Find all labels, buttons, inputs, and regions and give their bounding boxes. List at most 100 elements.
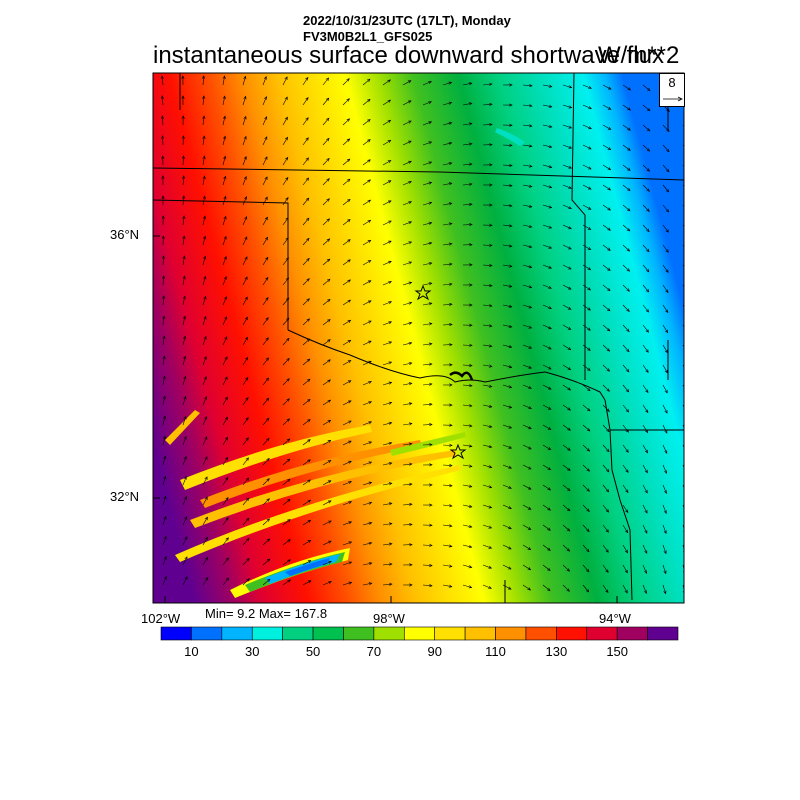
wind-vector-head (327, 319, 331, 323)
wind-vector-head (428, 382, 433, 386)
wind-vector (222, 356, 228, 366)
wind-vector-head (368, 481, 373, 485)
wind-vector (602, 524, 609, 533)
wind-vector-head (162, 395, 166, 400)
wind-vector (522, 524, 531, 530)
wind-vector-head (488, 344, 493, 348)
wind-vector-head (347, 198, 351, 203)
wind-vector (582, 504, 590, 512)
wind-vector-head (307, 439, 311, 443)
wind-vector-head (367, 199, 372, 203)
wind-vector (202, 396, 207, 406)
wind-vector (662, 344, 668, 353)
wind-vector (482, 384, 492, 387)
wind-vector (202, 75, 205, 86)
wind-vector (282, 177, 289, 186)
wind-vector-head (263, 75, 267, 80)
wind-vector (662, 164, 670, 172)
wind-vector-head (409, 523, 413, 527)
wind-vector-head (607, 287, 611, 292)
wind-vector (582, 544, 590, 552)
wind-vector-head (225, 557, 229, 561)
wind-vector (622, 444, 629, 453)
wind-vector (542, 504, 551, 511)
wind-vector-head (606, 388, 610, 392)
wind-vector-head (605, 549, 609, 553)
wind-vector-head (326, 278, 331, 283)
wind-vector-head (528, 285, 533, 289)
wind-vector (502, 264, 512, 267)
wind-vector-head (627, 147, 631, 151)
wind-vector (302, 157, 309, 166)
wind-vector-head (468, 585, 473, 589)
wind-vector-head (307, 459, 311, 463)
wind-vector (422, 343, 432, 346)
wind-vector-head (448, 584, 453, 588)
wind-vector-head (327, 399, 332, 403)
wind-vector (262, 297, 269, 306)
wind-vector-head (225, 497, 229, 501)
wind-vector-head (606, 328, 611, 332)
wind-vector (662, 144, 670, 152)
wind-vector (642, 224, 650, 232)
wind-vector-head (568, 266, 572, 270)
wind-vector-head (686, 89, 689, 92)
wind-vector (362, 119, 371, 126)
wind-vector-head (665, 329, 669, 334)
wind-vector (442, 243, 452, 246)
wind-vector (262, 498, 270, 506)
wind-vector-head (408, 422, 413, 426)
wind-vector (462, 123, 472, 126)
wind-vector-head (644, 449, 648, 454)
wind-vector (642, 444, 648, 453)
wind-vector (362, 260, 371, 266)
wind-vector-head (429, 523, 433, 527)
wind-vector-head (246, 537, 250, 542)
wind-vector (402, 382, 412, 386)
wind-vector-head (367, 280, 372, 284)
wind-vector (222, 96, 226, 106)
wind-vector (402, 342, 412, 346)
wind-vector-head (161, 215, 165, 219)
wind-vector-head (307, 479, 311, 483)
wind-vector (502, 424, 512, 429)
wind-vector (562, 204, 572, 209)
colorbar-label: 90 (427, 644, 442, 659)
wind-vector (282, 398, 290, 406)
wind-vector (542, 184, 552, 188)
wind-vector (322, 178, 330, 186)
wind-vector (582, 244, 591, 250)
wind-vector-head (245, 417, 249, 421)
wind-vector (182, 175, 185, 186)
wind-vector (542, 284, 552, 289)
wind-vector-head (202, 215, 206, 220)
wind-vector (342, 239, 351, 246)
wind-vector-head (428, 322, 433, 326)
wind-vector-head (307, 398, 311, 403)
wind-vector (482, 524, 492, 529)
wind-vector (582, 484, 590, 492)
wind-vector-head (663, 510, 667, 515)
wind-vector-head (265, 276, 269, 281)
wind-vector (162, 416, 166, 426)
wind-vector (322, 118, 330, 126)
wind-vector-head (489, 324, 493, 328)
wind-vector (442, 324, 453, 326)
wind-vector-head (222, 95, 226, 100)
wind-vector-head (162, 375, 166, 380)
wind-vector (542, 244, 552, 249)
wind-vector (262, 458, 270, 466)
wind-vector-head (367, 159, 371, 163)
wind-vector (602, 124, 611, 130)
wind-vector (382, 301, 392, 306)
wind-vector-head (328, 581, 332, 584)
wind-vector-head (181, 75, 185, 79)
wind-vector-head (368, 541, 373, 545)
wind-vector-head (685, 270, 687, 273)
wind-vector (482, 464, 492, 468)
wind-vector-head (243, 155, 247, 160)
wind-vector-head (182, 195, 186, 200)
wind-vector-head (645, 389, 649, 394)
wind-vector-head (181, 175, 186, 179)
wind-vector-head (488, 364, 493, 368)
